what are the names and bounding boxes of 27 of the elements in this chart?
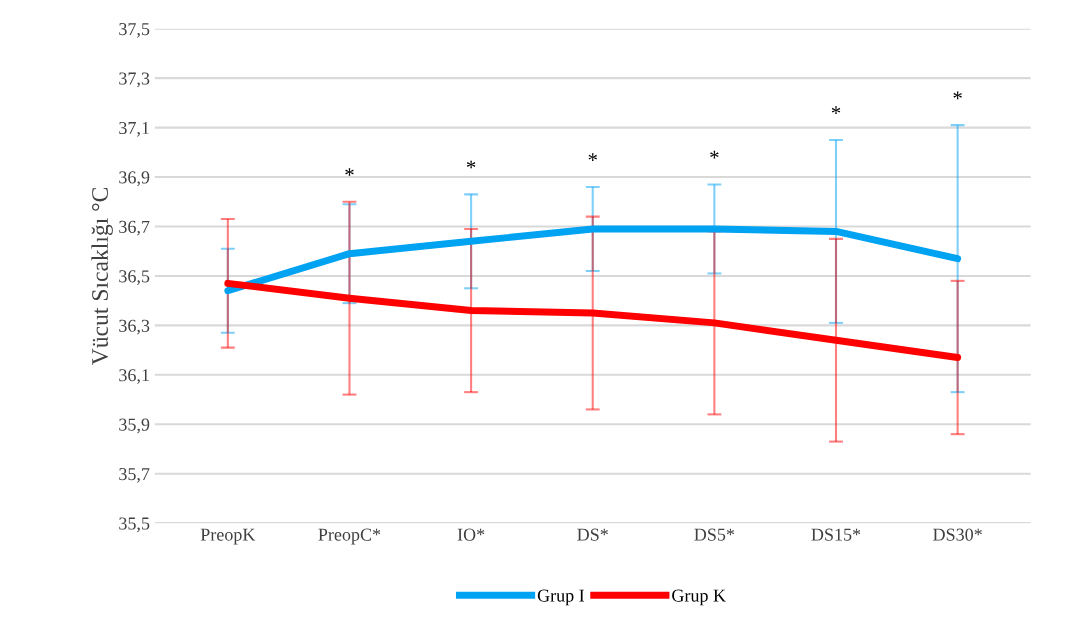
annotation: *: [710, 150, 719, 159]
x-tick-label: DS15*: [811, 528, 861, 541]
x-tick-label: IO*: [457, 528, 485, 541]
y-axis-title: Vücut Sıcaklığı °C: [91, 187, 113, 365]
annotation: *: [345, 168, 354, 176]
annotation: *: [588, 153, 597, 161]
x-tick-label: DS30*: [933, 528, 982, 541]
y-tick-label: 35,7: [119, 468, 150, 483]
y-tick-label: 36,1: [119, 369, 149, 384]
annotation: *: [831, 106, 841, 114]
annotation: *: [953, 91, 962, 100]
y-tick-label: 35,9: [119, 418, 150, 434]
x-tick-label: PreopK: [200, 528, 256, 545]
x-tick-label: PreopC*: [318, 528, 381, 545]
y-tick-label: 36,7: [119, 220, 150, 236]
y-tick-label: 36,5: [119, 270, 150, 285]
y-tick-label: 36,9: [119, 171, 150, 187]
y-tick-label: 36,3: [119, 319, 150, 335]
annotation: *: [466, 160, 476, 169]
y-tick-label: 37,5: [119, 23, 150, 38]
legend-label: Grup I: [537, 589, 585, 606]
y-tick-label: 35,5: [119, 517, 150, 533]
y-tick-label: 37,3: [119, 72, 150, 88]
y-tick-label: 37,1: [119, 121, 149, 137]
legend-label: Grup K: [672, 589, 726, 606]
x-tick-label: DS5*: [694, 528, 735, 541]
x-tick-label: DS*: [577, 528, 608, 541]
